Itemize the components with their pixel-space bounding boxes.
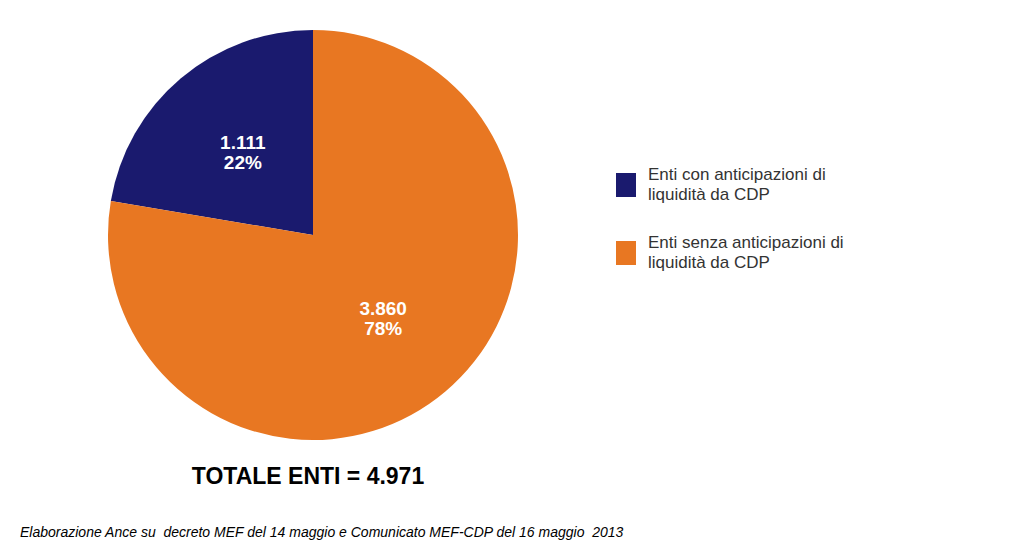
- html-text:TOTALE ENTI = 4.971: TOTALE ENTI = 4.971: [191, 463, 425, 489]
- html-text:Enti con anticipazioni di: Enti con anticipazioni di: [648, 165, 826, 184]
- html-text:Elaborazione Ance su decreto M: Elaborazione Ance su decreto MEF del 14 …: [20, 524, 624, 540]
- html-text:liquidità da CDP: liquidità da CDP: [648, 253, 770, 272]
- svg-text:1.11122%: 1.11122%: [220, 132, 266, 173]
- svg-text:3.86078%: 3.86078%: [359, 297, 407, 338]
- html-text:Enti senza anticipazioni di: Enti senza anticipazioni di: [648, 233, 844, 252]
- html-text:liquidità da CDP: liquidità da CDP: [648, 185, 770, 204]
